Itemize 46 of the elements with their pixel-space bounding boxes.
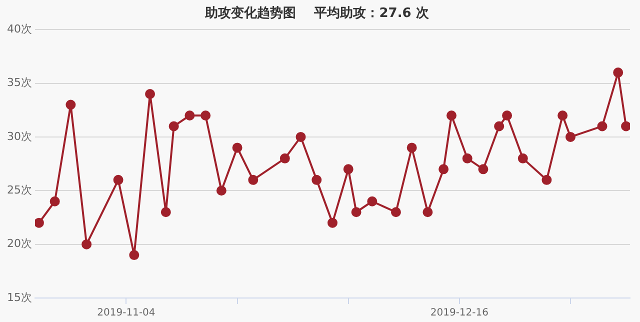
point xyxy=(566,132,576,142)
point xyxy=(145,89,156,100)
point xyxy=(558,110,568,120)
point xyxy=(542,174,552,185)
chart-title: 助攻变化趋势图 平均助攻：27.6 次 xyxy=(204,5,430,22)
point xyxy=(312,174,322,185)
y-tick-label: 40次 xyxy=(6,22,32,36)
point xyxy=(160,207,171,218)
point xyxy=(406,142,417,153)
x-tick-label: 2019-12-16 xyxy=(430,308,488,319)
point xyxy=(129,250,140,260)
point xyxy=(613,68,624,78)
point xyxy=(328,218,338,228)
x-tick-label: 2019-11-04 xyxy=(97,308,156,319)
point xyxy=(280,153,290,164)
y-tick-label: 15次 xyxy=(6,290,32,304)
point xyxy=(597,121,608,132)
point xyxy=(478,164,488,174)
point xyxy=(422,207,433,218)
point xyxy=(367,196,378,206)
point xyxy=(200,110,211,120)
point xyxy=(113,174,124,185)
point xyxy=(296,132,306,142)
point xyxy=(494,121,504,132)
y-tick-label: 30次 xyxy=(6,130,32,143)
point xyxy=(248,174,258,185)
point xyxy=(82,239,92,250)
point xyxy=(462,153,472,164)
point xyxy=(343,164,354,174)
point xyxy=(34,218,44,228)
point xyxy=(502,110,512,120)
point xyxy=(438,164,449,174)
point xyxy=(621,121,630,132)
point xyxy=(351,207,362,218)
point xyxy=(66,100,76,110)
point xyxy=(168,121,179,132)
y-tick-label: 35次 xyxy=(6,76,32,90)
point xyxy=(184,110,195,120)
point xyxy=(390,207,401,218)
point xyxy=(50,196,60,206)
y-tick-label: 20次 xyxy=(6,237,32,250)
point xyxy=(216,186,226,196)
y-tick-label: 25次 xyxy=(6,184,32,196)
point xyxy=(518,153,528,164)
point xyxy=(232,142,242,153)
point xyxy=(446,110,456,120)
